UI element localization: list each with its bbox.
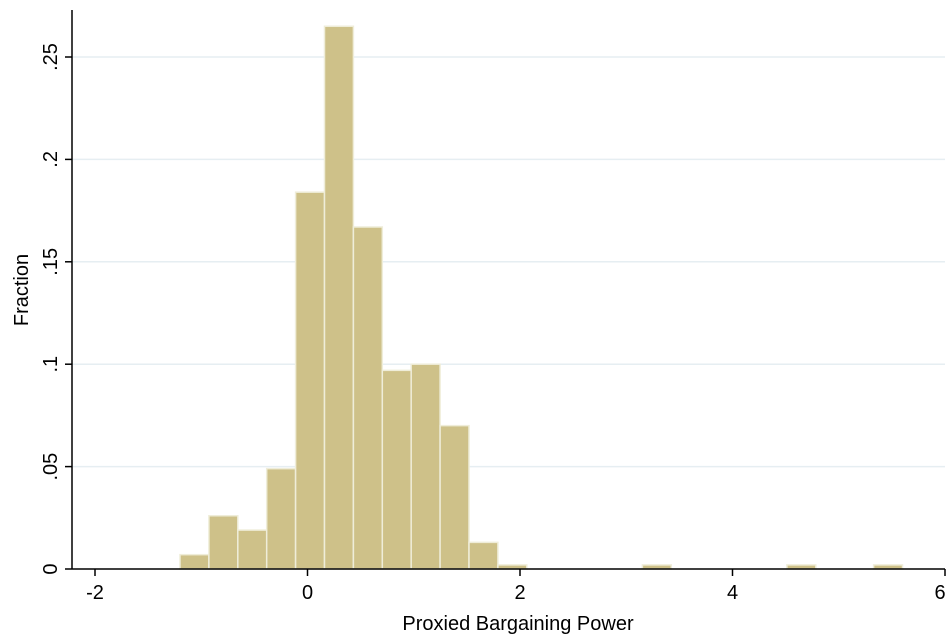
x-tick-label-4: 6 bbox=[934, 582, 945, 604]
histogram-bar-0 bbox=[179, 553, 210, 570]
x-tick-label-3: 4 bbox=[727, 582, 738, 604]
axes bbox=[71, 10, 945, 570]
y-tick-label-3: .15 bbox=[40, 248, 62, 276]
x-tick-label-2: 2 bbox=[514, 582, 525, 604]
histogram-bar-10 bbox=[468, 541, 499, 570]
x-tick-label-1: 0 bbox=[302, 582, 313, 604]
axis-ticks: 0 .05 .1 .15 .2 .25 -2 0 2 4 6 bbox=[40, 43, 946, 604]
histogram-bar-2 bbox=[237, 529, 268, 570]
y-tick-label-2: .1 bbox=[40, 356, 62, 373]
histogram-bar-4 bbox=[294, 191, 326, 570]
x-axis-title: Proxied Bargaining Power bbox=[402, 613, 634, 635]
histogram-bar-6 bbox=[352, 226, 384, 570]
histogram-bar-3 bbox=[265, 467, 297, 570]
histogram-bar-7 bbox=[381, 369, 412, 570]
y-tick-label-0: 0 bbox=[40, 563, 62, 574]
y-tick-label-1: .05 bbox=[40, 453, 62, 481]
histogram-bar-1 bbox=[208, 515, 239, 570]
histogram-bar-9 bbox=[439, 424, 470, 570]
y-tick-label-5: .25 bbox=[40, 43, 62, 71]
histogram-bar-8 bbox=[410, 363, 441, 570]
grid-lines bbox=[72, 56, 945, 468]
y-axis-title: Fraction bbox=[11, 254, 33, 326]
histogram-bars bbox=[179, 25, 904, 570]
histogram-bar-5 bbox=[323, 25, 355, 570]
x-tick-label-0: -2 bbox=[86, 582, 104, 604]
y-tick-label-4: .2 bbox=[40, 151, 62, 168]
